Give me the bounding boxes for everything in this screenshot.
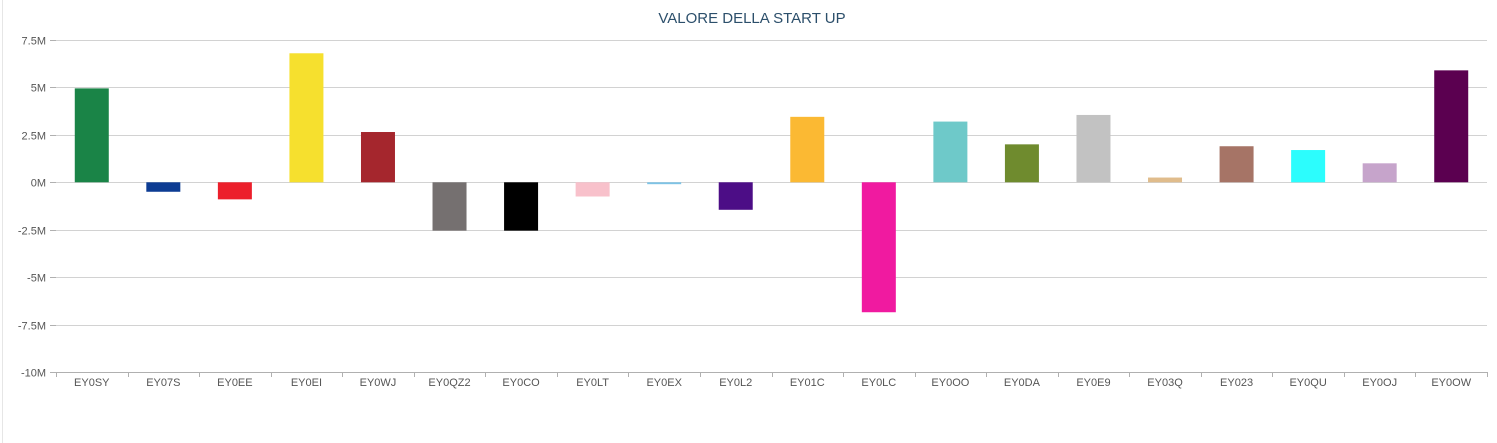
x-tick-label: EY0OO — [931, 377, 969, 389]
bar-ey0co[interactable] — [504, 182, 539, 231]
x-tick-label: EY023 — [1220, 377, 1253, 389]
bar-ey0oj[interactable] — [1362, 163, 1397, 183]
bar-ey03q[interactable] — [1148, 177, 1183, 183]
x-tick-label: EY0EE — [217, 377, 252, 389]
x-tick-label: EY0OW — [1431, 377, 1471, 389]
bar-ey0lc[interactable] — [861, 182, 896, 313]
y-axis-ticks: 7.5M 5M 2.5M 0M -2.5M -5M -7.5M -10M — [18, 36, 46, 380]
bar-ey0oo[interactable] — [933, 121, 968, 183]
x-tick-label: EY0SY — [74, 377, 110, 389]
bar-ey0da[interactable] — [1004, 144, 1039, 183]
x-tick-label: EY0CO — [502, 377, 540, 389]
y-tick-label: -2.5M — [18, 226, 46, 238]
x-tick-label: EY0QU — [1289, 377, 1326, 389]
bar-ey023[interactable] — [1219, 146, 1254, 183]
bar-ey01c[interactable] — [790, 116, 825, 183]
x-tick-label: EY0WJ — [360, 377, 397, 389]
grid-lines — [56, 40, 1487, 373]
x-tick-label: EY0E9 — [1076, 377, 1110, 389]
x-tick-label: EY03Q — [1147, 377, 1183, 389]
y-tick-label: 7.5M — [22, 36, 46, 48]
bar-ey07s[interactable] — [146, 182, 181, 192]
bar-ey0ee[interactable] — [217, 182, 252, 200]
y-tick-label: 2.5M — [22, 131, 46, 143]
x-tick-label: EY0OJ — [1362, 377, 1397, 389]
bar-ey0sy[interactable] — [74, 88, 109, 183]
bar-ey0ow[interactable] — [1434, 70, 1469, 183]
axes — [50, 40, 1488, 377]
y-tick-label: -7.5M — [18, 321, 46, 333]
bar-ey0lt[interactable] — [575, 182, 610, 197]
x-tick-label: EY07S — [146, 377, 180, 389]
y-tick-label: -10M — [21, 368, 46, 380]
x-tick-label: EY0EI — [291, 377, 322, 389]
x-tick-label: EY0L2 — [719, 377, 752, 389]
bar-ey0ei[interactable] — [289, 53, 324, 183]
bar-ey0l2[interactable] — [718, 182, 753, 210]
chart-frame-edge — [2, 0, 3, 443]
bar-ey0qz2[interactable] — [432, 182, 467, 231]
bar-ey0wj[interactable] — [360, 132, 395, 183]
x-tick-label: EY0QZ2 — [428, 377, 470, 389]
x-tick-label: EY01C — [790, 377, 825, 389]
chart-title: VALORE DELLA START UP — [658, 10, 845, 27]
x-tick-label: EY0LT — [576, 377, 609, 389]
y-tick-label: 0M — [31, 178, 46, 190]
x-axis-ticks: EY0SY EY07S EY0EE EY0EI EY0WJ EY0QZ2 EY0CO EY0L… — [74, 377, 1472, 389]
x-tick-label: EY0EX — [646, 377, 682, 389]
bar-ey0ex[interactable] — [647, 182, 682, 185]
bar-ey0e9[interactable] — [1076, 114, 1111, 183]
x-tick-label: EY0DA — [1004, 377, 1041, 389]
x-tick-label: EY0LC — [861, 377, 896, 389]
bars — [74, 53, 1469, 313]
y-tick-label: 5M — [31, 83, 46, 95]
bar-ey0qu[interactable] — [1291, 150, 1326, 183]
y-tick-label: -5M — [27, 273, 46, 285]
